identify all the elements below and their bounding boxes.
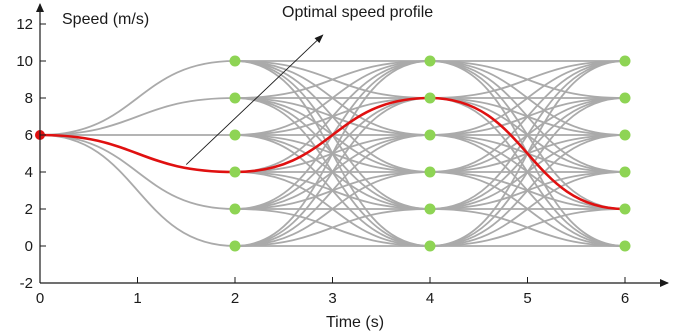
x-axis-label: Time (s) — [326, 314, 384, 331]
sample-node — [229, 55, 241, 67]
x-tick-label: 4 — [426, 290, 434, 307]
y-ticks: -2 0 2 4 6 8 10 12 — [16, 16, 46, 292]
candidate-curve — [234, 171, 431, 247]
candidate-curve — [234, 208, 431, 247]
candidate-curve — [39, 134, 236, 247]
x-tick-label: 5 — [523, 290, 531, 307]
candidate-curve — [429, 97, 626, 247]
y-tick-label: -2 — [20, 275, 33, 292]
sample-node — [619, 240, 631, 252]
y-tick-label: 4 — [25, 164, 33, 181]
sample-node — [229, 129, 241, 141]
sample-node — [424, 129, 436, 141]
sample-node — [424, 240, 436, 252]
candidate-curve — [234, 134, 431, 247]
sample-nodes — [35, 55, 631, 252]
sample-node — [424, 166, 436, 178]
optimal-profile — [39, 96, 626, 211]
y-tick-label: 8 — [25, 90, 33, 107]
y-tick-label: 0 — [25, 238, 33, 255]
annotation-label: Optimal speed profile — [282, 4, 433, 21]
candidate-curve — [39, 134, 236, 210]
candidate-curve — [429, 208, 626, 247]
candidate-curve — [39, 97, 236, 136]
candidate-curve — [429, 60, 626, 136]
sample-node — [424, 92, 436, 104]
candidate-curve — [429, 60, 626, 173]
candidate-curve — [429, 134, 626, 247]
sample-node — [619, 129, 631, 141]
candidate-curves — [39, 60, 626, 247]
y-tick-label: 6 — [25, 127, 33, 144]
x-tick-label: 1 — [133, 290, 141, 307]
sample-node — [424, 55, 436, 67]
candidate-curve — [234, 60, 431, 247]
candidate-curve — [234, 60, 431, 99]
x-tick-label: 6 — [621, 290, 629, 307]
optimal-speed-curve — [39, 96, 626, 211]
candidate-curve — [429, 171, 626, 247]
sample-node — [619, 203, 631, 215]
annotation-arrow — [185, 34, 324, 165]
candidate-curve — [39, 60, 236, 136]
sample-node — [424, 203, 436, 215]
sample-node — [229, 166, 241, 178]
y-tick-label: 2 — [25, 201, 33, 218]
sample-node — [229, 203, 241, 215]
candidate-curve — [234, 60, 431, 136]
candidate-curve — [429, 60, 626, 210]
x-ticks: 0 1 2 3 4 5 6 — [36, 277, 629, 307]
x-tick-label: 3 — [328, 290, 336, 307]
sample-node — [229, 240, 241, 252]
candidate-curve — [429, 60, 626, 99]
y-axis-label: Speed (m/s) — [62, 11, 149, 28]
sample-node — [619, 55, 631, 67]
sample-node — [619, 166, 631, 178]
candidate-curve — [234, 60, 431, 173]
sample-node — [229, 92, 241, 104]
y-tick-label: 10 — [16, 53, 33, 70]
x-tick-label: 2 — [231, 290, 239, 307]
x-tick-label: 0 — [36, 290, 44, 307]
sample-node — [619, 92, 631, 104]
candidate-curve — [234, 97, 431, 247]
y-tick-label: 12 — [16, 16, 33, 33]
